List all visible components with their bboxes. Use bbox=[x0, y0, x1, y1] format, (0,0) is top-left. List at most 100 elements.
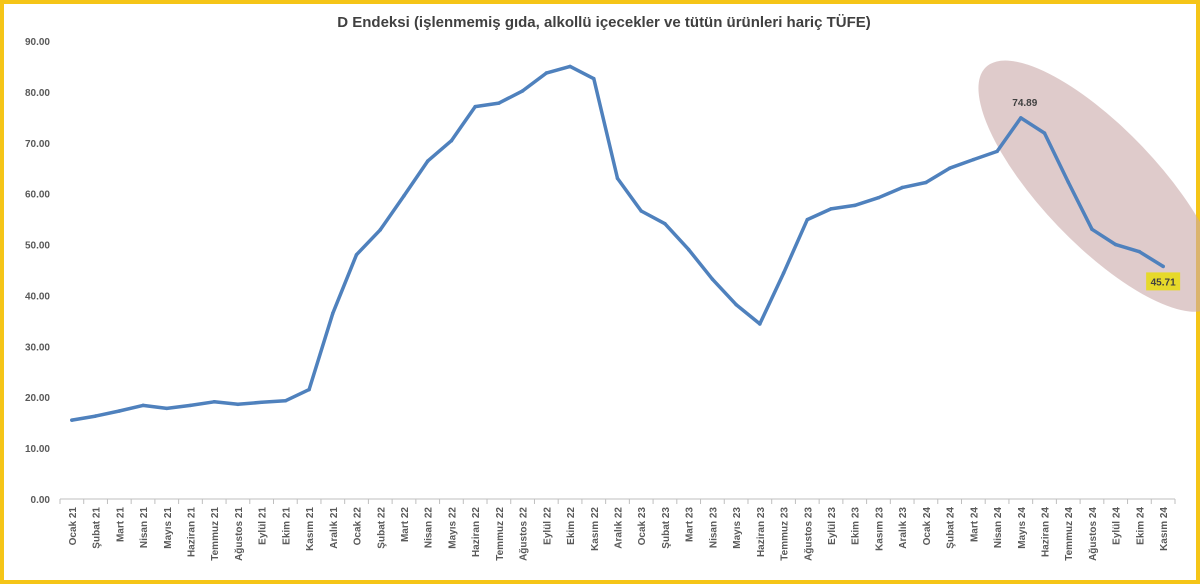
x-tick-label: Mart 24 bbox=[969, 507, 980, 542]
y-tick-label: 20.00 bbox=[25, 393, 50, 404]
x-tick-label: Kasım 24 bbox=[1159, 507, 1170, 551]
data-point bbox=[402, 193, 406, 198]
data-point bbox=[354, 252, 359, 257]
data-point bbox=[971, 157, 976, 162]
x-tick-label: Haziran 22 bbox=[471, 507, 482, 557]
y-tick-label: 90.00 bbox=[25, 37, 50, 48]
data-point bbox=[758, 322, 762, 326]
data-point bbox=[544, 71, 549, 75]
x-tick-label: Mayıs 24 bbox=[1017, 507, 1028, 549]
data-point bbox=[378, 228, 383, 232]
x-tick-label: Temmuz 24 bbox=[1064, 507, 1075, 561]
data-point bbox=[497, 101, 501, 105]
x-tick-label: Şubat 24 bbox=[946, 507, 957, 549]
x-tick-label: Ocak 23 bbox=[637, 507, 648, 546]
data-point bbox=[686, 247, 691, 252]
data-point bbox=[734, 302, 738, 307]
data-point bbox=[947, 166, 952, 170]
x-tick-label: Kasım 23 bbox=[874, 507, 885, 551]
x-tick-label: Temmuz 21 bbox=[210, 507, 221, 561]
data-label: 74.89 bbox=[1012, 98, 1037, 109]
data-point bbox=[900, 185, 904, 190]
x-tick-label: Ağustos 24 bbox=[1088, 507, 1099, 561]
data-point bbox=[188, 403, 193, 408]
x-tick-label: Haziran 24 bbox=[1041, 507, 1052, 557]
y-tick-label: 40.00 bbox=[25, 291, 50, 302]
x-tick-label: Nisan 22 bbox=[424, 507, 435, 549]
data-label: 45.71 bbox=[1151, 277, 1176, 288]
y-tick-label: 60.00 bbox=[25, 190, 50, 201]
data-point bbox=[852, 203, 857, 208]
y-tick-label: 70.00 bbox=[25, 139, 50, 150]
x-tick-label: Ocak 24 bbox=[922, 507, 933, 546]
data-point bbox=[781, 271, 786, 275]
data-point bbox=[805, 217, 810, 222]
data-point bbox=[307, 387, 311, 392]
data-point bbox=[212, 400, 216, 404]
data-point bbox=[473, 104, 477, 109]
x-tick-label: Şubat 22 bbox=[376, 507, 387, 549]
data-point bbox=[93, 414, 98, 418]
x-tick-label: Ağustos 23 bbox=[803, 507, 814, 561]
x-tick-label: Ocak 21 bbox=[68, 507, 79, 546]
x-tick-label: Şubat 23 bbox=[661, 507, 672, 549]
x-tick-label: Nisan 24 bbox=[993, 507, 1004, 549]
data-point bbox=[331, 311, 335, 316]
data-point bbox=[1042, 131, 1047, 135]
data-point bbox=[995, 149, 999, 154]
x-tick-label: Temmuz 23 bbox=[780, 507, 791, 561]
data-point bbox=[639, 209, 643, 213]
x-tick-label: Ekim 21 bbox=[281, 507, 292, 545]
x-tick-label: Temmuz 22 bbox=[495, 507, 506, 561]
x-tick-label: Ekim 23 bbox=[851, 507, 862, 545]
data-point bbox=[568, 64, 572, 69]
x-tick-label: Şubat 21 bbox=[92, 507, 103, 549]
data-point bbox=[710, 277, 715, 281]
data-point bbox=[165, 406, 169, 411]
x-tick-label: Eylül 21 bbox=[258, 507, 269, 545]
x-tick-label: Mart 22 bbox=[400, 507, 411, 542]
x-tick-label: Mart 21 bbox=[115, 507, 126, 542]
x-tick-label: Nisan 23 bbox=[708, 507, 719, 549]
data-point bbox=[520, 89, 525, 93]
data-point bbox=[829, 207, 833, 211]
x-tick-label: Eylül 24 bbox=[1112, 507, 1123, 545]
data-point bbox=[1161, 264, 1165, 269]
x-tick-label: Ocak 22 bbox=[353, 507, 364, 546]
data-point bbox=[924, 180, 928, 185]
data-point bbox=[141, 403, 145, 408]
x-tick-label: Ekim 22 bbox=[566, 507, 577, 545]
data-point bbox=[876, 195, 881, 200]
data-point bbox=[70, 418, 74, 422]
data-point bbox=[425, 159, 430, 163]
data-point bbox=[283, 399, 288, 403]
data-point bbox=[117, 409, 122, 413]
y-tick-label: 50.00 bbox=[25, 241, 50, 252]
data-point bbox=[1090, 227, 1094, 232]
x-tick-label: Eylül 22 bbox=[542, 507, 553, 545]
x-tick-label: Eylül 23 bbox=[827, 507, 838, 545]
x-tick-label: Ağustos 22 bbox=[519, 507, 530, 561]
x-tick-label: Ağustos 21 bbox=[234, 507, 245, 561]
y-tick-label: 30.00 bbox=[25, 342, 50, 353]
x-tick-label: Mayıs 22 bbox=[447, 507, 458, 549]
y-tick-label: 10.00 bbox=[25, 444, 50, 455]
data-point bbox=[592, 76, 596, 81]
data-point bbox=[449, 138, 454, 143]
y-tick-label: 80.00 bbox=[25, 88, 50, 99]
x-tick-label: Haziran 21 bbox=[186, 507, 197, 557]
x-tick-label: Aralık 22 bbox=[614, 507, 625, 549]
x-tick-label: Aralık 21 bbox=[329, 507, 340, 549]
x-tick-label: Nisan 21 bbox=[139, 507, 150, 549]
x-tick-label: Ekim 24 bbox=[1135, 507, 1146, 545]
x-tick-label: Kasım 21 bbox=[305, 507, 316, 551]
x-tick-label: Mayıs 21 bbox=[163, 507, 174, 549]
x-tick-label: Haziran 23 bbox=[756, 507, 767, 557]
data-point bbox=[236, 402, 240, 407]
x-tick-label: Mart 23 bbox=[685, 507, 696, 542]
data-point bbox=[1019, 116, 1023, 120]
data-point bbox=[615, 176, 620, 181]
y-tick-label: 0.00 bbox=[31, 495, 51, 506]
data-point bbox=[663, 221, 667, 226]
